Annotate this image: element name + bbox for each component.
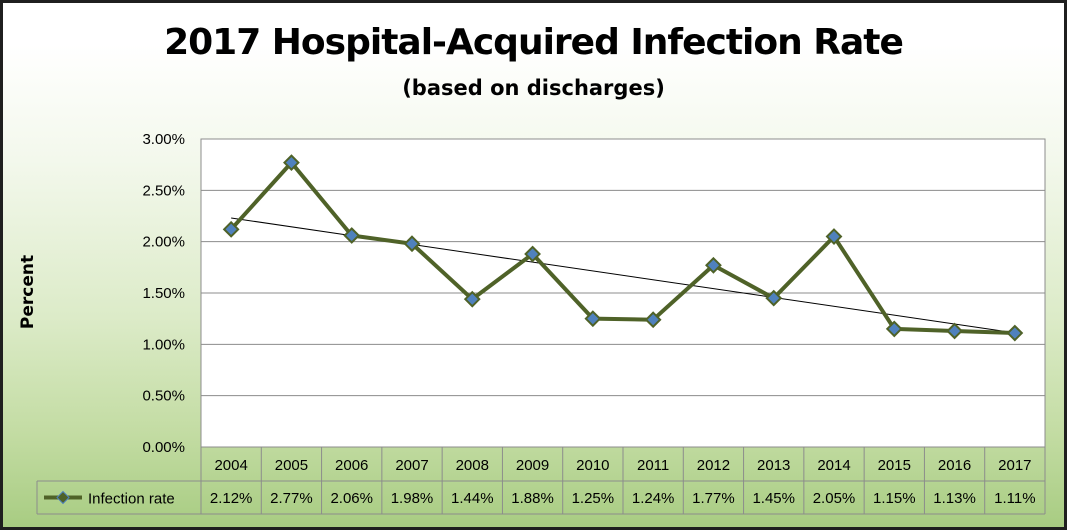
- x-tick-label: 2008: [456, 457, 489, 474]
- data-point-marker: [705, 256, 722, 274]
- data-point-marker: [524, 245, 541, 263]
- x-tick-label: 2010: [576, 457, 609, 474]
- data-table-value: 2.77%: [270, 490, 313, 507]
- y-tick-label: 0.50%: [142, 388, 185, 405]
- data-point-marker: [463, 290, 481, 308]
- x-tick-label: 2015: [878, 457, 911, 474]
- chart-subtitle: (based on discharges): [402, 76, 665, 100]
- x-tick-label: 2006: [335, 457, 368, 474]
- data-point-marker: [403, 235, 421, 253]
- data-point-marker: [283, 154, 300, 172]
- data-table-value: 2.05%: [813, 490, 856, 507]
- x-tick-label: 2012: [697, 457, 730, 474]
- data-table-value: 1.13%: [933, 490, 976, 507]
- data-table-value: 1.98%: [391, 490, 434, 507]
- data-point-marker: [885, 320, 903, 338]
- data-table-value: 2.12%: [210, 490, 253, 507]
- x-tick-label: 2013: [757, 457, 790, 474]
- y-tick-label: 3.00%: [142, 131, 185, 148]
- data-point-marker: [222, 220, 240, 238]
- data-table-value: 1.44%: [451, 490, 494, 507]
- legend-label: Infection rate: [88, 491, 175, 508]
- x-tick-label: 2014: [817, 457, 850, 474]
- data-table-value: 2.06%: [330, 490, 373, 507]
- data-point-marker: [765, 289, 783, 307]
- data-point-marker: [343, 227, 361, 244]
- data-table-value: 1.24%: [632, 490, 675, 507]
- data-point-marker: [584, 310, 602, 328]
- data-table-value: 1.88%: [511, 490, 554, 507]
- x-tick-label: 2007: [395, 457, 428, 474]
- y-tick-label: 0.00%: [142, 439, 185, 456]
- data-point-marker: [825, 228, 843, 245]
- x-tick-label: 2011: [637, 457, 669, 474]
- y-tick-label: 2.50%: [142, 182, 185, 199]
- x-tick-label: 2017: [998, 457, 1031, 474]
- x-tick-label: 2004: [214, 457, 247, 474]
- chart-title: 2017 Hospital-Acquired Infection Rate: [164, 22, 904, 63]
- data-point-marker: [946, 322, 963, 340]
- data-table-value: 1.11%: [994, 490, 1035, 507]
- data-table-value: 1.25%: [572, 490, 615, 507]
- data-point-marker: [1006, 324, 1024, 342]
- series-line: [229, 160, 1015, 336]
- legend-marker: [56, 490, 70, 505]
- x-tick-label: 2009: [516, 457, 549, 474]
- y-tick-label: 1.50%: [142, 285, 185, 302]
- data-table-value: 1.15%: [873, 490, 916, 507]
- x-tick-label: 2016: [938, 457, 971, 474]
- y-tick-label: 1.00%: [142, 336, 185, 353]
- y-tick-label: 2.00%: [142, 234, 185, 251]
- data-table-value: 1.45%: [752, 490, 795, 507]
- x-tick-label: 2005: [275, 457, 308, 474]
- data-table-value: 1.77%: [692, 490, 735, 507]
- data-point-marker: [644, 311, 662, 329]
